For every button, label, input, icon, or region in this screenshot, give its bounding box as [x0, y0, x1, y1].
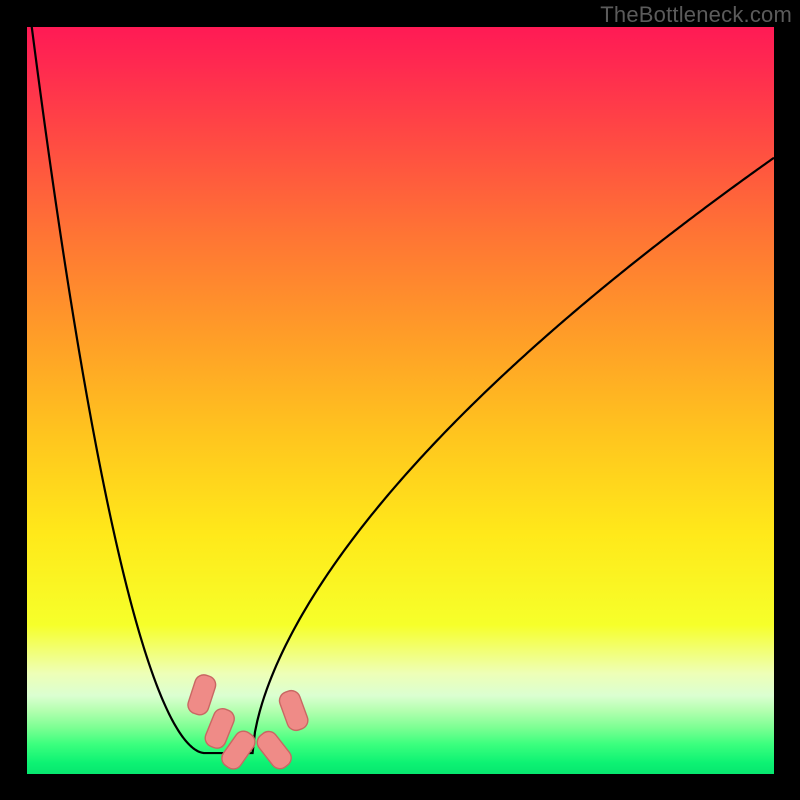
gradient-background	[27, 27, 774, 774]
watermark-text: TheBottleneck.com	[600, 2, 792, 28]
chart-canvas: TheBottleneck.com	[0, 0, 800, 800]
bottleneck-chart	[0, 0, 800, 800]
